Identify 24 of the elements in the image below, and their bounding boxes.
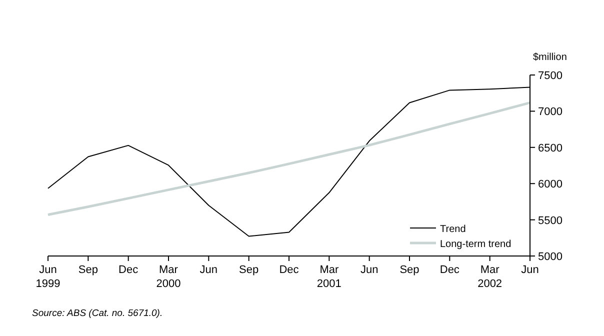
x-tick-label: Sep (400, 264, 420, 276)
x-tick-label: Dec (440, 264, 460, 276)
x-tick-label: Dec (118, 264, 139, 276)
x-tick-label: Sep (78, 264, 98, 276)
x-tick-label: Sep (239, 264, 259, 276)
y-tick-label: 5000 (538, 251, 562, 263)
y-axis-title: $million (533, 52, 567, 63)
y-tick-label: 7500 (538, 70, 562, 82)
legend-label: Trend (440, 224, 466, 235)
x-tick-label: Mar 2001 (316, 264, 342, 290)
line-series (46, 101, 532, 216)
x-tick-label: Mar 2002 (478, 264, 502, 290)
y-tick-label: 5500 (538, 214, 562, 227)
y-tick-label: 6500 (538, 142, 562, 154)
x-tick-label: Jun (521, 264, 539, 276)
y-tick-label: 7000 (538, 106, 562, 118)
x-tick-label: Jun (200, 264, 218, 276)
source-note: Source: ABS (Cat. no. 5671.0). (32, 308, 163, 319)
legend-label: Long-term trend (440, 239, 512, 250)
x-tick-label: Mar 2000 (156, 264, 181, 290)
y-tick-label: 6000 (538, 178, 562, 191)
x-tick-label: Jun (360, 264, 378, 276)
x-tick-label: Jun 1999 (36, 264, 60, 290)
x-tick-label: Dec (279, 264, 300, 276)
